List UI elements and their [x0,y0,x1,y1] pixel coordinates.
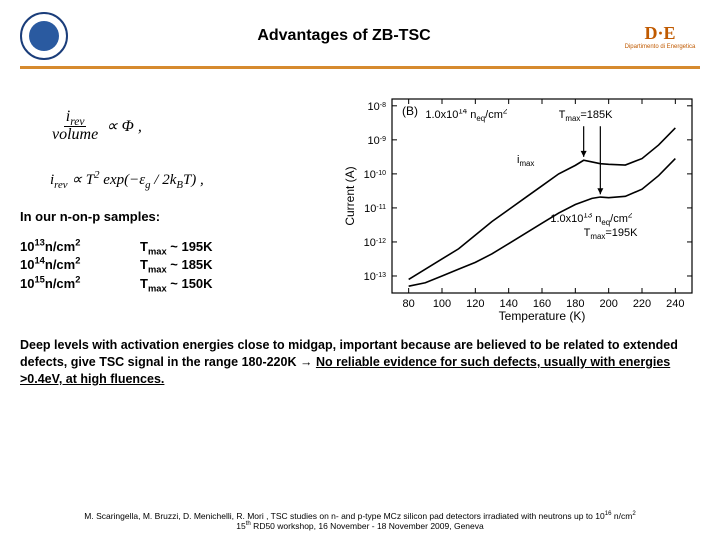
f1-rel: ∝ Φ , [106,116,142,136]
header: Advantages of ZB-TSC D·E Dipartimento di… [0,0,720,62]
table-row: 1013n/cm2Tmax ~ 195K [20,238,330,257]
title-wrap: Advantages of ZB-TSC [68,27,620,45]
svg-text:10-9: 10-9 [368,135,387,147]
svg-text:240: 240 [666,298,684,310]
dept-logo-main: D·E [620,23,700,44]
conclusion-text: Deep levels with activation energies clo… [0,323,720,388]
left-column: irev volume ∝ Φ , irev ∝ T2 exp(−εg / 2k… [20,93,330,323]
svg-text:10-13: 10-13 [364,271,386,283]
footer-line1: M. Scaringella, M. Bruzzi, D. Menichelli… [20,511,700,522]
formula-1: irev volume ∝ Φ , [50,109,330,144]
svg-text:80: 80 [403,298,415,310]
table-row: 1015n/cm2Tmax ~ 150K [20,275,330,294]
footer-line2: 15th RD50 workshop, 16 November - 18 Nov… [20,521,700,532]
svg-text:200: 200 [599,298,617,310]
f1-den: volume [50,127,100,144]
formula-2: irev ∝ T2 exp(−εg / 2kBT) , [50,170,330,189]
svg-text:10-10: 10-10 [364,169,386,181]
tsc-chart: 8010012014016018020022024010-1310-1210-1… [340,93,700,323]
svg-text:10-11: 10-11 [364,203,386,215]
svg-text:10-12: 10-12 [364,237,386,249]
svg-text:(B): (B) [402,104,418,118]
dept-logo: D·E Dipartimento di Energetica [620,23,700,50]
svg-text:Current (A): Current (A) [343,166,357,225]
table-row: 1014n/cm2Tmax ~ 185K [20,256,330,275]
svg-text:Temperature (K): Temperature (K) [499,309,586,323]
svg-text:220: 220 [633,298,651,310]
footer-citation: M. Scaringella, M. Bruzzi, D. Menichelli… [0,511,720,532]
page-title: Advantages of ZB-TSC [68,27,620,45]
svg-text:10-8: 10-8 [368,101,387,113]
dept-logo-sub: Dipartimento di Energetica [620,44,700,50]
svg-text:120: 120 [466,298,484,310]
samples-heading: In our n-on-p samples: [20,209,330,224]
svg-text:100: 100 [433,298,451,310]
samples-table: 1013n/cm2Tmax ~ 195K1014n/cm2Tmax ~ 185K… [20,238,330,295]
content: irev volume ∝ Φ , irev ∝ T2 exp(−εg / 2k… [0,69,720,323]
university-seal-icon [20,12,68,60]
